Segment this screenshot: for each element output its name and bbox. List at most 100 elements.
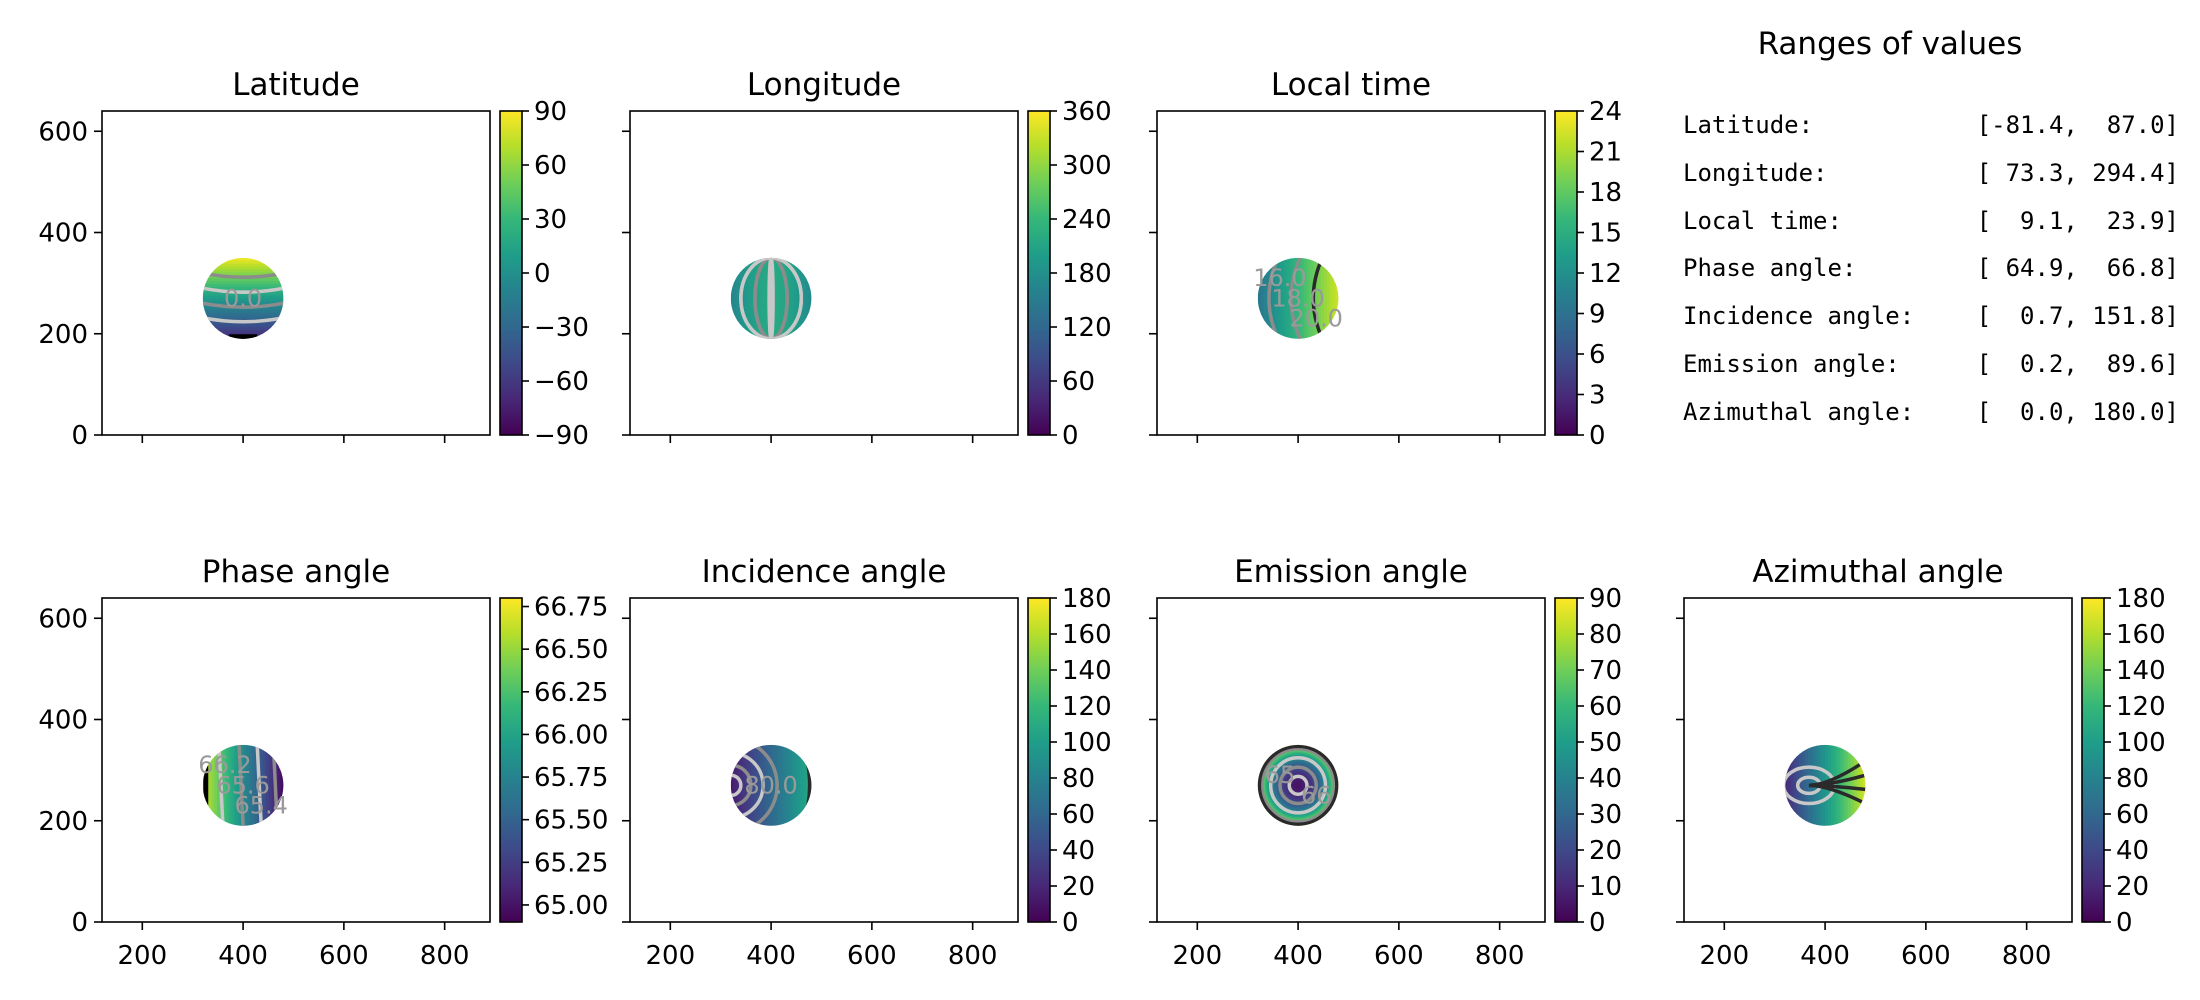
colorbar — [1027, 110, 1051, 436]
disk-cell — [1263, 257, 1268, 339]
disk-cell — [1842, 744, 1847, 826]
disk-cell — [1845, 744, 1850, 826]
disk-cell — [791, 744, 796, 826]
disk-cell — [794, 744, 799, 826]
disk-cell — [202, 301, 284, 306]
colorbar-tick-label: −60 — [534, 367, 589, 397]
disk-cell — [1804, 744, 1809, 826]
axes-frame — [1156, 110, 1546, 436]
disk-cell — [1296, 783, 1300, 787]
contour-lines — [1784, 759, 1866, 806]
colorbar-tick-label: 140 — [2116, 656, 2166, 686]
disk-cell — [1295, 257, 1300, 339]
disk-cell — [214, 744, 219, 826]
range-value: [-81.4, 87.0] — [1976, 111, 2179, 139]
disk-cell — [748, 257, 752, 339]
colorbar-tick-label: 66.00 — [534, 720, 608, 750]
colorbar-tick-label: 90 — [1589, 584, 1622, 614]
disk-cell — [222, 744, 227, 826]
disk-cell — [779, 257, 784, 339]
colorbar-tick-label: 300 — [1062, 151, 1112, 181]
range-label: Azimuthal angle: — [1683, 398, 1915, 426]
disk-cell — [1851, 744, 1855, 826]
disk-cell — [245, 744, 250, 826]
y-tick-label: 600 — [38, 117, 88, 147]
disk-cell — [1324, 257, 1328, 339]
disk-cell — [202, 283, 284, 288]
x-tick-label: 600 — [1901, 941, 1951, 971]
contour-line — [1289, 257, 1302, 339]
colorbar-tick-label: 120 — [1062, 313, 1112, 343]
range-value: [ 73.3, 294.4] — [1976, 159, 2179, 187]
contour-line — [739, 257, 804, 339]
colorbar-tick-label: 180 — [1062, 259, 1112, 289]
colorbar-tick-label: 65.50 — [534, 806, 608, 836]
disk-cell — [1862, 744, 1866, 826]
contour-line — [202, 286, 284, 294]
disk-cell — [1318, 257, 1323, 339]
disk-cell — [1272, 257, 1277, 339]
colorbar-tick-label: −30 — [534, 313, 589, 343]
colorbar-tick-label: 70 — [1589, 656, 1622, 686]
range-row-longitude: Longitude: [ 73.3, 294.4] — [1683, 159, 2179, 189]
colorbar-tick-label: 66.25 — [534, 678, 608, 708]
disk-cell — [202, 292, 284, 297]
contour-line — [753, 257, 789, 339]
colorbar — [1027, 597, 1051, 923]
disk-cell — [202, 315, 284, 320]
colorbar-tick-label: 100 — [2116, 728, 2166, 758]
disk-cell — [791, 257, 796, 339]
disk-cell — [280, 744, 284, 826]
subplot-title: Longitude — [747, 67, 901, 103]
subplot-title: Emission angle — [1234, 554, 1468, 590]
colorbar-tick-label: 50 — [1589, 728, 1622, 758]
range-label: Emission angle: — [1683, 350, 1900, 378]
disk-cell — [202, 272, 284, 277]
contour-line — [202, 301, 284, 309]
colorbar-tick-label: 18 — [1589, 178, 1622, 208]
colorbar-tick-label: 40 — [1062, 836, 1095, 866]
colorbar-tick-label: 9 — [1589, 300, 1606, 330]
disk-cell — [779, 744, 784, 826]
range-label: Longitude: — [1683, 159, 1828, 187]
axes-frame — [629, 110, 1019, 436]
disk-cell — [785, 744, 790, 826]
disk-cell — [1306, 257, 1311, 339]
disk-cell — [1300, 257, 1305, 339]
disk-cell — [736, 257, 741, 339]
x-tick-label: 800 — [420, 941, 470, 971]
disk-cell — [202, 306, 284, 311]
colorbar-tick-label: 80 — [2116, 764, 2149, 794]
colorbar-tick-label: 160 — [2116, 620, 2166, 650]
disk-cell — [730, 744, 735, 826]
disk-cell — [217, 744, 222, 826]
colorbar-tick-label: 180 — [2116, 584, 2166, 614]
disk-cell — [1260, 257, 1265, 339]
range-row-phase-angle: Phase angle: [ 64.9, 66.8] — [1683, 254, 2179, 284]
disk-cell — [225, 744, 230, 826]
colorbar-tick-label: −90 — [534, 421, 589, 451]
colorbar-tick-label: 240 — [1062, 205, 1112, 235]
contour-label: 65.4 — [235, 792, 288, 820]
disk-cell — [1848, 744, 1853, 826]
colorbar-tick-label: 0 — [1062, 908, 1079, 938]
disk-cell — [771, 744, 775, 826]
contour-lines — [202, 271, 284, 339]
disk-cell — [788, 744, 793, 826]
colorbar-tick-label: 160 — [1062, 620, 1112, 650]
disk-cell — [202, 298, 284, 303]
contour-line — [1267, 257, 1280, 339]
disk-cell — [1787, 744, 1792, 826]
ranges-title: Ranges of values — [1757, 26, 2023, 62]
disk-cell — [1292, 257, 1297, 339]
disk-cell — [802, 257, 807, 339]
range-label: Incidence angle: — [1683, 302, 1915, 330]
disk-cell — [782, 744, 787, 826]
disk-cell — [202, 263, 284, 268]
disk-cell — [745, 257, 750, 339]
disk-cell — [1790, 744, 1795, 826]
contour-line — [1278, 765, 1318, 806]
colorbar — [499, 110, 523, 436]
contour-line — [730, 744, 779, 826]
